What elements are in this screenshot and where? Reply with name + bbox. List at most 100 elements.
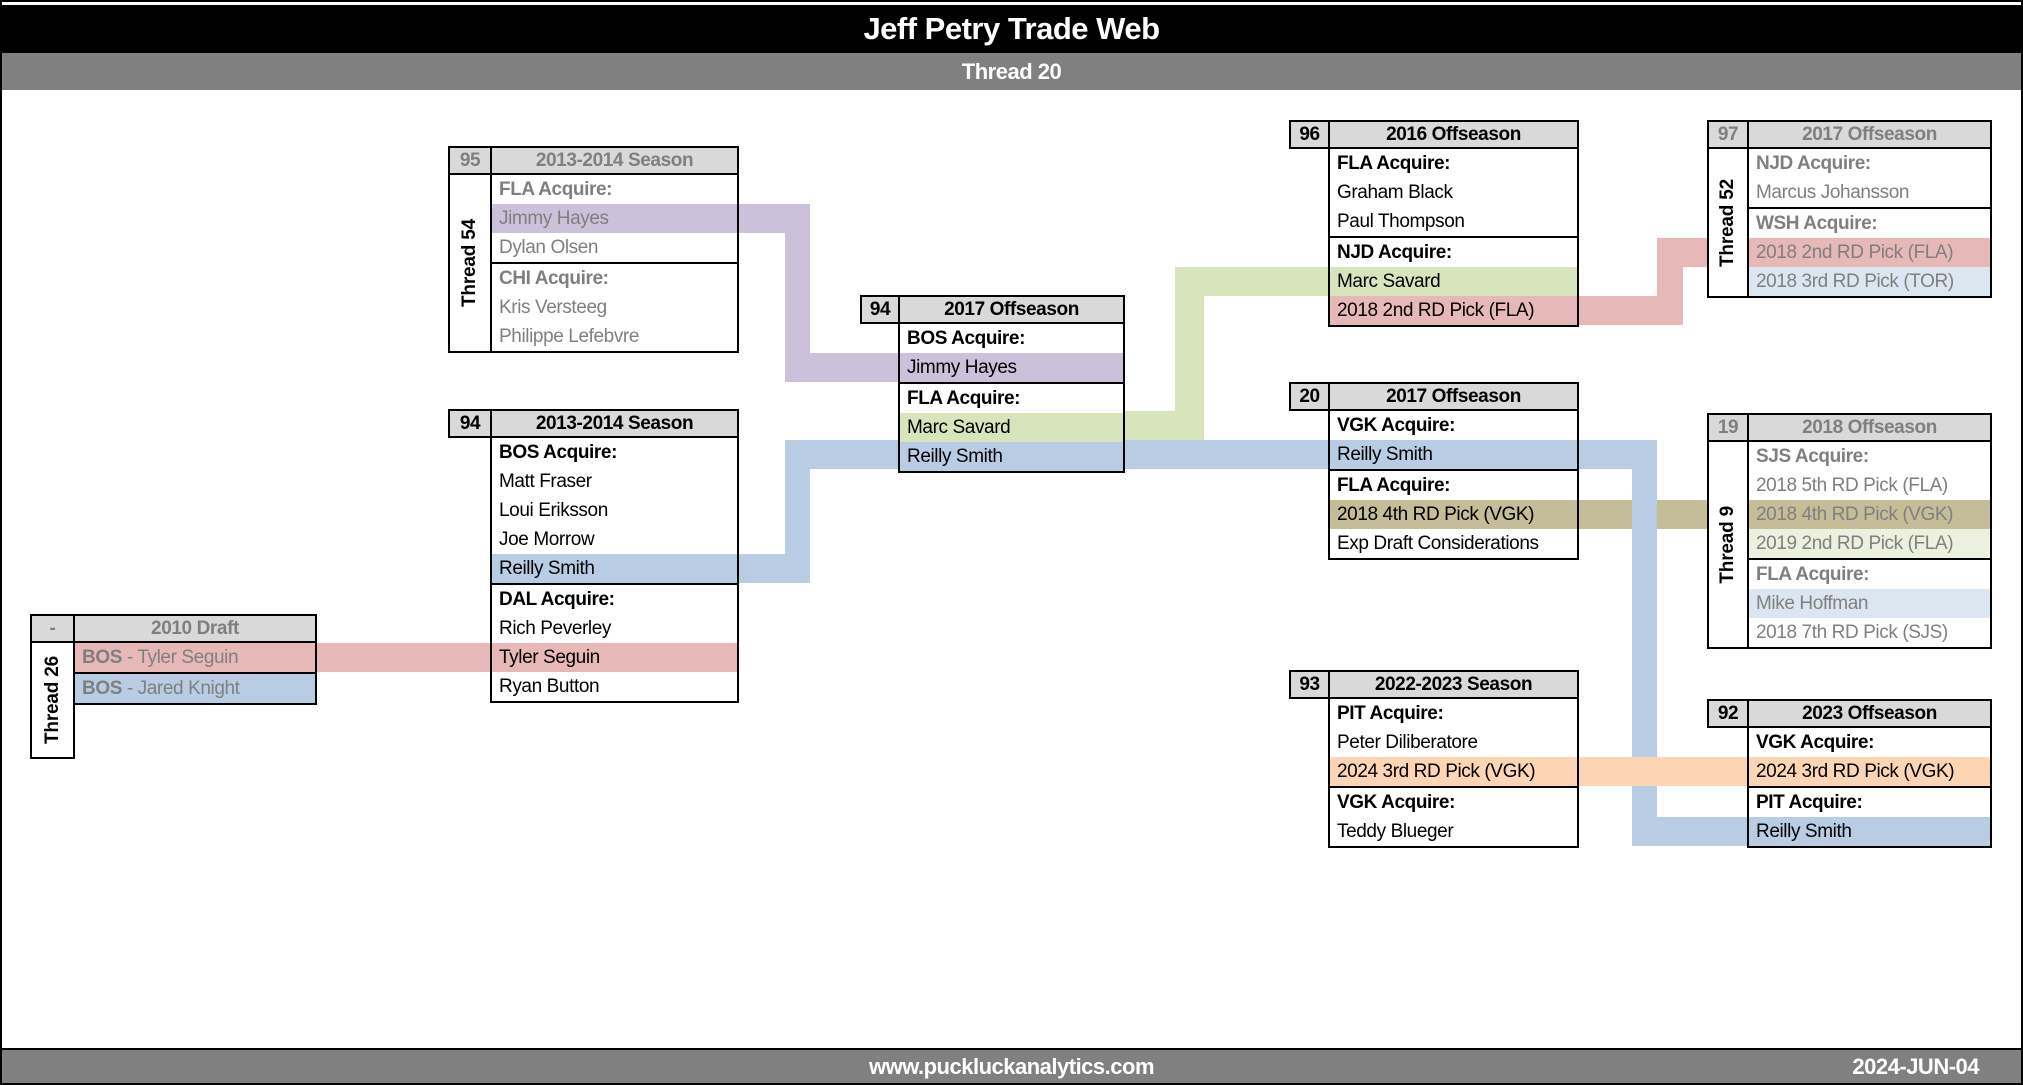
- trade-box-92: 92 2023 Offseason VGK Acquire: 2024 3rd …: [1707, 699, 1992, 848]
- player-row: Rich Peverley: [499, 618, 612, 639]
- player-row: Reilly Smith: [1330, 440, 1577, 469]
- player-row: Jimmy Hayes: [900, 353, 1123, 382]
- pick-row: 2024 3rd RD Pick (VGK): [1330, 757, 1577, 786]
- acquire-header: PIT Acquire:: [1337, 703, 1444, 724]
- player-row: Tyler Seguin: [492, 643, 737, 672]
- acquire-header: WSH Acquire:: [1756, 213, 1878, 234]
- ribbon-reilly-smith-1-h2: [785, 440, 898, 469]
- footer-bar: www.puckluckanalytics.com 2024-JUN-04: [2, 1048, 2021, 1083]
- ribbon-reilly-smith-3-h2: [1632, 817, 1747, 846]
- thread-number: 93: [1289, 670, 1330, 699]
- acquire-header: PIT Acquire:: [1756, 792, 1863, 813]
- date-label: 2024-JUN-04: [1852, 1053, 1979, 1079]
- acquire-header: VGK Acquire:: [1337, 792, 1456, 813]
- thread-number: 19: [1707, 413, 1749, 442]
- pick-row: 2019 2nd RD Pick (FLA): [1749, 529, 1990, 558]
- player-row: Marc Savard: [900, 413, 1123, 442]
- trade-box-19: 19 2018 Offseason Thread 9 SJS Acquire: …: [1707, 413, 1992, 649]
- acquire-header: FLA Acquire:: [1756, 564, 1870, 585]
- draft-pick-row: BOS - Jared Knight: [75, 674, 315, 703]
- player-row: Mike Hoffman: [1749, 589, 1990, 618]
- acquire-header: CHI Acquire:: [499, 268, 609, 289]
- thread-title: Thread 20: [961, 58, 1062, 84]
- page-title: Jeff Petry Trade Web: [863, 11, 1160, 46]
- acquire-header: NJD Acquire:: [1337, 242, 1452, 263]
- acquire-header: DAL Acquire:: [499, 589, 615, 610]
- player-row: Reilly Smith: [900, 442, 1123, 471]
- ribbon-2024-3rd-pick: [1579, 757, 1747, 786]
- acquire-header: BOS Acquire:: [499, 442, 618, 463]
- box-title: 2018 Offseason: [1747, 413, 1992, 442]
- thread-number: 97: [1707, 120, 1749, 149]
- pick-row: 2018 2nd RD Pick (FLA): [1330, 296, 1577, 325]
- acquire-header: SJS Acquire:: [1756, 446, 1869, 467]
- trade-box-94-2017: 94 2017 Offseason BOS Acquire: Jimmy Hay…: [860, 295, 1125, 473]
- acquire-header: VGK Acquire:: [1337, 415, 1456, 436]
- box-title: 2017 Offseason: [1747, 120, 1992, 149]
- thread-label: Thread 54: [459, 219, 480, 307]
- trade-box-96: 96 2016 Offseason FLA Acquire: Graham Bl…: [1289, 120, 1579, 327]
- player-row: Paul Thompson: [1337, 211, 1465, 232]
- site-url: www.puckluckanalytics.com: [868, 1053, 1155, 1079]
- title-bar: Jeff Petry Trade Web: [2, 5, 2021, 53]
- acquire-header: FLA Acquire:: [907, 388, 1021, 409]
- ribbon-tyler-seguin: [317, 643, 490, 672]
- pick-row: 2018 7th RD Pick (SJS): [1756, 622, 1948, 643]
- thread-bar: Thread 20: [2, 53, 2021, 90]
- pick-row: Exp Draft Considerations: [1337, 533, 1539, 554]
- thread-label-cell: Thread 54: [448, 173, 492, 353]
- trade-box-20: 20 2017 Offseason VGK Acquire: Reilly Sm…: [1289, 382, 1579, 560]
- acquire-header: FLA Acquire:: [499, 179, 613, 200]
- player-row: Kris Versteeg: [499, 297, 607, 318]
- player-row: Marcus Johansson: [1756, 182, 1910, 203]
- ribbon-reilly-smith-2: [1125, 440, 1328, 469]
- player-row: Joe Morrow: [499, 529, 595, 550]
- ribbon-marc-savard-h1: [1204, 267, 1328, 296]
- box-title: 2013-2014 Season: [490, 146, 739, 175]
- trade-box-97: 97 2017 Offseason Thread 52 NJD Acquire:…: [1707, 120, 1992, 298]
- acquire-header: FLA Acquire:: [1337, 475, 1451, 496]
- thread-number: 94: [860, 295, 900, 324]
- player-row: Reilly Smith: [1749, 817, 1990, 846]
- acquire-header: NJD Acquire:: [1756, 153, 1871, 174]
- player-row: Graham Black: [1337, 182, 1453, 203]
- thread-label-cell: Thread 26: [30, 641, 75, 759]
- box-title: 2017 Offseason: [1328, 382, 1579, 411]
- thread-number: 94: [448, 409, 492, 438]
- box-title: 2023 Offseason: [1747, 699, 1992, 728]
- player-row: Reilly Smith: [492, 554, 737, 583]
- trade-box-94-2013: 94 2013-2014 Season BOS Acquire: Matt Fr…: [448, 409, 739, 703]
- pick-row: 2018 5th RD Pick (FLA): [1756, 475, 1948, 496]
- trade-box-93: 93 2022-2023 Season PIT Acquire: Peter D…: [1289, 670, 1579, 848]
- player-row: Matt Fraser: [499, 471, 592, 492]
- player-row: Teddy Blueger: [1337, 821, 1454, 842]
- pick-row: 2018 3rd RD Pick (TOR): [1749, 267, 1990, 296]
- box-title: 2017 Offseason: [898, 295, 1125, 324]
- acquire-header: VGK Acquire:: [1756, 732, 1875, 753]
- pick-row: 2024 3rd RD Pick (VGK): [1749, 757, 1990, 786]
- thread-number: 96: [1289, 120, 1330, 149]
- player-row: Loui Eriksson: [499, 500, 608, 521]
- box-title: 2022-2023 Season: [1328, 670, 1579, 699]
- thread-label: Thread 26: [41, 656, 63, 744]
- pick-row: 2018 2nd RD Pick (FLA): [1749, 238, 1990, 267]
- thread-label-cell: Thread 52: [1707, 147, 1749, 298]
- box-title: 2010 Draft: [73, 614, 317, 643]
- box-title: 2016 Offseason: [1328, 120, 1579, 149]
- pick-row: 2018 4th RD Pick (VGK): [1749, 500, 1990, 529]
- thread-label: Thread 9: [1717, 505, 1738, 584]
- player-row: Peter Diliberatore: [1337, 732, 1478, 753]
- ribbon-marc-savard-h2: [1125, 411, 1204, 440]
- thread-label-cell: Thread 9: [1707, 440, 1749, 649]
- thread-number: 95: [448, 146, 492, 175]
- player-row: Ryan Button: [499, 676, 600, 697]
- box-title: 2013-2014 Season: [490, 409, 739, 438]
- acquire-header: BOS Acquire:: [907, 328, 1026, 349]
- player-row: Jimmy Hayes: [492, 204, 737, 233]
- thread-number: -: [30, 614, 75, 643]
- acquire-header: FLA Acquire:: [1337, 153, 1451, 174]
- thread-label: Thread 52: [1717, 178, 1738, 267]
- draft-pick-row: BOS - Tyler Seguin: [75, 643, 315, 672]
- pick-row: 2018 4th RD Pick (VGK): [1330, 500, 1577, 529]
